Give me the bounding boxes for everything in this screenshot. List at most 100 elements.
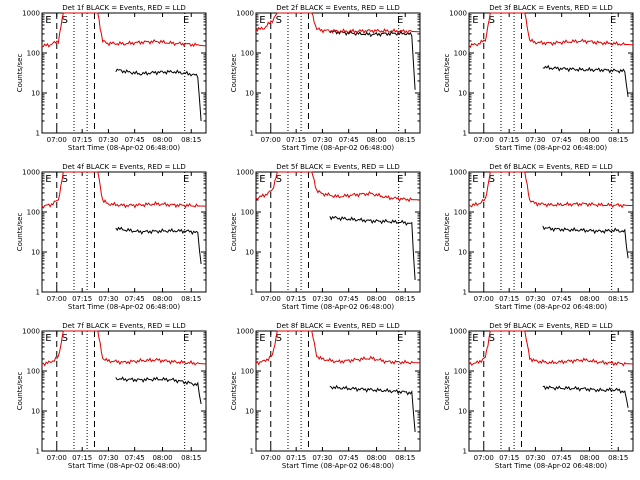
y-axis-label: Counts/sec: [16, 54, 24, 93]
y-tick-label: 100: [27, 209, 40, 217]
x-tick-label: 08:15: [608, 136, 628, 144]
plot-frame: [41, 12, 207, 134]
x-axis-label: Start Time (08-Apr-02 06:48:00): [495, 462, 607, 470]
series-events-line: [115, 376, 202, 405]
plot-title: Det 1f BLACK = Events, RED = LLD: [62, 4, 185, 12]
x-tick-label: 07:15: [72, 454, 92, 462]
y-tick-label: 1: [36, 289, 40, 297]
series-events-line: [115, 226, 202, 265]
y-tick-label: 1000: [236, 10, 254, 18]
x-tick-label: 08:00: [366, 295, 386, 303]
plot-title: Det 3f BLACK = Events, RED = LLD: [489, 4, 612, 12]
y-tick-label: 1000: [449, 169, 467, 177]
event-marker-e: E: [259, 174, 265, 185]
x-tick-label: 07:45: [552, 295, 572, 303]
x-tick-label: 07:00: [47, 454, 67, 462]
x-tick-label: 07:00: [474, 136, 494, 144]
event-marker-e: E: [259, 333, 265, 344]
x-tick-label: 07:00: [47, 136, 67, 144]
event-marker-e: E: [610, 333, 616, 344]
x-axis-label: Start Time (08-Apr-02 06:48:00): [495, 144, 607, 152]
y-tick-label: 1000: [449, 10, 467, 18]
y-tick-label: 1000: [22, 169, 40, 177]
y-tick-label: 100: [241, 368, 254, 376]
x-tick-label: 08:00: [579, 295, 599, 303]
y-axis-label: Counts/sec: [230, 372, 238, 411]
plot-title: Det 5f BLACK = Events, RED = LLD: [276, 163, 399, 171]
y-tick-label: 10: [31, 249, 40, 257]
x-axis-label: Start Time (08-Apr-02 06:48:00): [68, 462, 180, 470]
series-events-line: [542, 225, 629, 259]
event-marker-e: E: [397, 174, 403, 185]
x-tick-label: 07:30: [98, 136, 118, 144]
x-tick-label: 07:15: [72, 136, 92, 144]
x-tick-label: 07:30: [312, 136, 332, 144]
x-tick-label: 08:00: [366, 454, 386, 462]
event-marker-e: E: [610, 15, 616, 26]
plot-title: Det 4f BLACK = Events, RED = LLD: [62, 163, 185, 171]
event-marker-e: E: [183, 174, 189, 185]
detector-plot-8: 1 10 100 1000 07:00 07:15 07:30 07:45 08:00 08:15…: [230, 322, 421, 470]
series-lld-line: [41, 12, 207, 48]
x-tick-label: 08:15: [181, 454, 201, 462]
x-tick-label: 08:00: [152, 295, 172, 303]
event-marker-e: E: [183, 333, 189, 344]
series-events-line: [329, 384, 416, 432]
y-tick-label: 1: [250, 130, 254, 138]
x-axis-label: Start Time (08-Apr-02 06:48:00): [68, 303, 180, 311]
y-tick-label: 1000: [236, 328, 254, 336]
x-tick-label: 07:00: [474, 454, 494, 462]
y-tick-label: 10: [458, 408, 467, 416]
x-tick-label: 08:00: [366, 136, 386, 144]
x-tick-label: 08:15: [181, 136, 201, 144]
x-tick-label: 07:15: [499, 136, 519, 144]
plot-frame: [255, 330, 421, 452]
series-lld-line: [468, 330, 634, 367]
x-tick-label: 07:30: [525, 136, 545, 144]
event-marker-e: E: [397, 15, 403, 26]
x-tick-label: 08:15: [608, 295, 628, 303]
x-tick-label: 07:15: [286, 136, 306, 144]
event-marker-e: E: [183, 15, 189, 26]
y-tick-label: 100: [454, 209, 467, 217]
plot-frame: [255, 171, 421, 293]
x-tick-label: 07:45: [552, 454, 572, 462]
event-marker-e: E: [259, 15, 265, 26]
x-tick-label: 07:15: [499, 454, 519, 462]
x-axis-label: Start Time (08-Apr-02 06:48:00): [282, 144, 394, 152]
event-marker-s: S: [489, 174, 495, 185]
detector-plot-2: 1 10 100 1000 07:00 07:15 07:30 07:45 08:00 08:15…: [230, 4, 421, 152]
x-tick-label: 07:00: [261, 136, 281, 144]
x-tick-label: 08:15: [181, 295, 201, 303]
x-axis-label: Start Time (08-Apr-02 06:48:00): [282, 462, 394, 470]
series-events-line: [542, 385, 629, 408]
x-tick-label: 07:30: [98, 454, 118, 462]
y-tick-label: 100: [27, 50, 40, 58]
y-tick-label: 10: [245, 90, 254, 98]
y-tick-label: 1000: [22, 328, 40, 336]
event-marker-e: E: [45, 15, 51, 26]
y-tick-label: 10: [458, 90, 467, 98]
event-marker-s: S: [62, 15, 68, 26]
x-tick-label: 07:45: [125, 295, 145, 303]
detector-plot-4: 1 10 100 1000 07:00 07:15 07:30 07:45 08:00 08:15…: [16, 163, 207, 311]
plot-frame: [468, 330, 634, 452]
y-tick-label: 100: [241, 209, 254, 217]
x-tick-label: 07:45: [125, 454, 145, 462]
event-marker-e: E: [45, 174, 51, 185]
x-tick-label: 07:15: [286, 454, 306, 462]
x-tick-label: 08:15: [395, 295, 415, 303]
series-events-line: [542, 64, 629, 97]
series-lld-line: [468, 171, 633, 209]
x-tick-label: 07:45: [552, 136, 572, 144]
x-tick-label: 08:00: [152, 454, 172, 462]
plot-frame: [468, 171, 634, 293]
x-tick-label: 08:15: [608, 454, 628, 462]
y-tick-label: 100: [27, 368, 40, 376]
x-tick-label: 07:30: [312, 454, 332, 462]
plot-title: Det 7f BLACK = Events, RED = LLD: [62, 322, 185, 330]
plot-title: Det 6f BLACK = Events, RED = LLD: [489, 163, 612, 171]
series-events-line: [329, 29, 416, 90]
y-tick-label: 1: [250, 289, 254, 297]
